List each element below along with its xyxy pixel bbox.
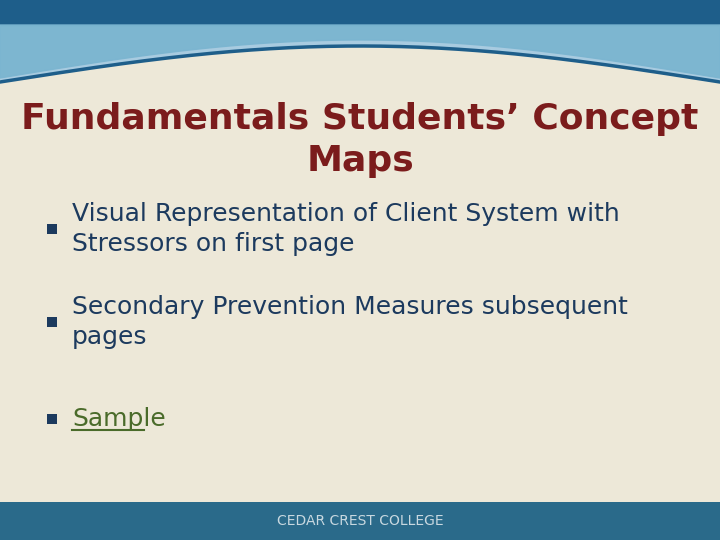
FancyBboxPatch shape: [47, 414, 57, 424]
Text: Sample: Sample: [72, 407, 166, 431]
FancyBboxPatch shape: [0, 0, 720, 80]
Text: CEDAR CREST COLLEGE: CEDAR CREST COLLEGE: [276, 514, 444, 528]
Text: Visual Representation of Client System with
Stressors on first page: Visual Representation of Client System w…: [72, 202, 620, 256]
FancyBboxPatch shape: [47, 317, 57, 327]
Text: Fundamentals Students’ Concept
Maps: Fundamentals Students’ Concept Maps: [22, 102, 698, 178]
FancyBboxPatch shape: [0, 502, 720, 540]
Text: Secondary Prevention Measures subsequent
pages: Secondary Prevention Measures subsequent…: [72, 295, 628, 349]
FancyBboxPatch shape: [47, 224, 57, 234]
